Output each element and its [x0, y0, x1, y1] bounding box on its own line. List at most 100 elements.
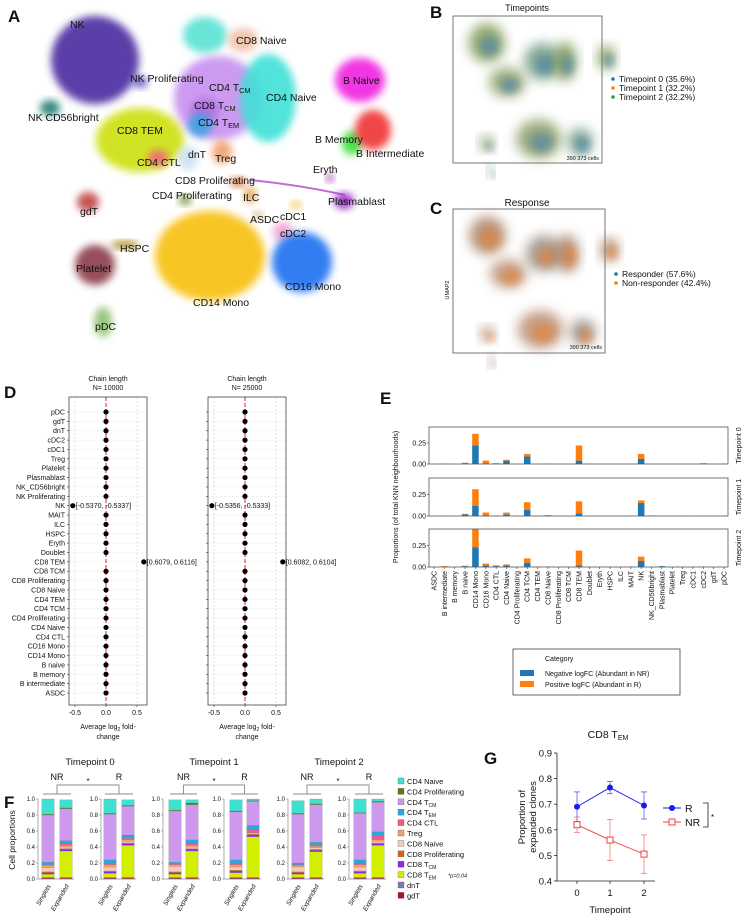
umap-cluster-blob [326, 174, 334, 182]
umap-cluster-label: HSPC [120, 243, 150, 255]
legend-swatch [397, 881, 405, 889]
category-label: B intermediate [20, 681, 65, 688]
legend-label: CD8 Proliferating [407, 850, 464, 859]
umap-title: Timepoints [505, 3, 549, 13]
stacked-bar-segment [121, 841, 135, 844]
data-point [242, 418, 248, 424]
umap-cluster-label-subscript: CM [239, 86, 250, 95]
stacked-bar-segment [291, 864, 305, 866]
umap-cluster-blob [335, 58, 385, 102]
stacked-bar-segment [353, 866, 367, 872]
legend-label: dnT [407, 881, 420, 890]
category-label: cDC1 [47, 447, 65, 454]
x-axis-label-end: fold- [120, 724, 136, 731]
category-label: CD8 Naive [31, 587, 65, 594]
stacked-bar-segment [291, 800, 305, 814]
stacked-bar-segment [103, 871, 117, 874]
umap-cluster-blob [77, 192, 99, 212]
umap-cluster-blob [51, 16, 139, 104]
timepoint-title: Timepoint 0 [65, 757, 114, 768]
y-tick-label: 0.6 [539, 825, 552, 836]
stacked-bar-segment [121, 878, 135, 880]
umap-cluster-label: cDC1 [280, 211, 306, 223]
y-tick-label: 0.6 [277, 829, 286, 835]
umap-cluster-label: CD4 TCM [209, 82, 251, 95]
y-tick-label: 0.25 [412, 492, 426, 499]
legend-label-main: CD8 T [407, 871, 429, 880]
umap-cluster-label: CD8 Naive [236, 35, 287, 47]
data-point [103, 409, 109, 415]
x-tick-label: 0 [574, 888, 579, 899]
data-point [607, 784, 613, 791]
x-tick-label: MAIT [628, 570, 635, 587]
facet-subtitle: N= 25000 [232, 385, 263, 392]
data-point [242, 671, 248, 677]
umap-cluster-label: B Intermediate [356, 148, 424, 160]
stacked-bar-segment [103, 813, 117, 815]
umap-cluster-label: ASDC [250, 214, 280, 226]
legend-swatch [520, 681, 534, 687]
y-tick-label: 0.2 [27, 861, 36, 867]
panel-d-logfc-dotplot: pDC gdT dnT cDC2 cDC1 Treg Platelet Plasmablast… [12, 376, 337, 741]
y-tick-label: 0.8 [152, 813, 161, 819]
legend-label-subscript: EM [429, 876, 437, 882]
stacked-bar-segment [291, 813, 305, 815]
stacked-bar-segment [371, 841, 385, 844]
data-point [103, 484, 109, 490]
y-tick-label: 0.6 [90, 829, 99, 835]
y-tick-label: 0.7 [539, 800, 552, 811]
y-tick-label: 1.0 [152, 797, 161, 803]
y-tick-label: 0.4 [338, 845, 347, 851]
umap-cluster-blob [244, 187, 256, 203]
umap-density-blob [607, 247, 617, 260]
x-tick-label: CD4 Proliferating [514, 571, 521, 624]
stacked-bar-segment [291, 878, 305, 880]
stacked-bar-segment [103, 877, 117, 879]
stacked-bar-segment [353, 864, 367, 868]
legend-marker [669, 805, 675, 811]
data-point [242, 484, 248, 490]
stacked-bar-segment [121, 838, 135, 840]
y-tick-label: 0.2 [338, 861, 347, 867]
data-point [103, 606, 109, 612]
legend-label: CD4 TEM [407, 808, 436, 819]
umap-density-blob [485, 142, 494, 151]
stacked-bar-segment [121, 877, 135, 879]
x-tick-label: CD8 Naive [545, 571, 552, 605]
stacked-bar-segment [371, 798, 385, 802]
x-tick-label: cDC1 [690, 571, 697, 589]
data-point [103, 465, 109, 471]
y-tick-label: 0.8 [90, 813, 99, 819]
x-tick-label: B naive [463, 571, 470, 594]
stacked-bar-segment [168, 810, 182, 863]
umap-density-blob [531, 323, 555, 343]
y-tick-label: 0.25 [412, 543, 426, 550]
data-point [103, 437, 109, 443]
category-label: NK_CD56bright [16, 484, 65, 491]
x-axis-label: Average log2 fold- [219, 724, 275, 733]
data-point [242, 568, 248, 574]
panel-label-c: C [430, 199, 442, 218]
significance-bracket [703, 802, 709, 828]
umap-density-blob [564, 247, 576, 267]
stacked-bar-segment [291, 865, 305, 868]
stacked-bar-segment [229, 810, 243, 812]
stacked-bar-segment [353, 877, 367, 879]
stacked-bar-segment [229, 870, 243, 872]
data-point [574, 803, 580, 810]
stacked-bar-segment [353, 862, 367, 865]
stacked-bar-segment [246, 829, 260, 833]
x-axis-label-line2: change [236, 734, 259, 741]
stacked-bar-segment [103, 859, 117, 864]
legend-label: CD8 TEM [407, 871, 436, 882]
legend-swatch [397, 798, 405, 805]
umap-density-blob [481, 229, 500, 249]
stacked-bar-segment [103, 870, 117, 872]
data-point [103, 662, 109, 668]
umap-cluster-label: gdT [80, 206, 99, 218]
umap-cluster-blob [155, 211, 265, 301]
x-tick-label: -0.5 [69, 710, 81, 717]
stacked-bar-segment [121, 805, 135, 807]
legend-marker [611, 77, 615, 81]
y-tick-label: 0.00 [412, 514, 426, 521]
